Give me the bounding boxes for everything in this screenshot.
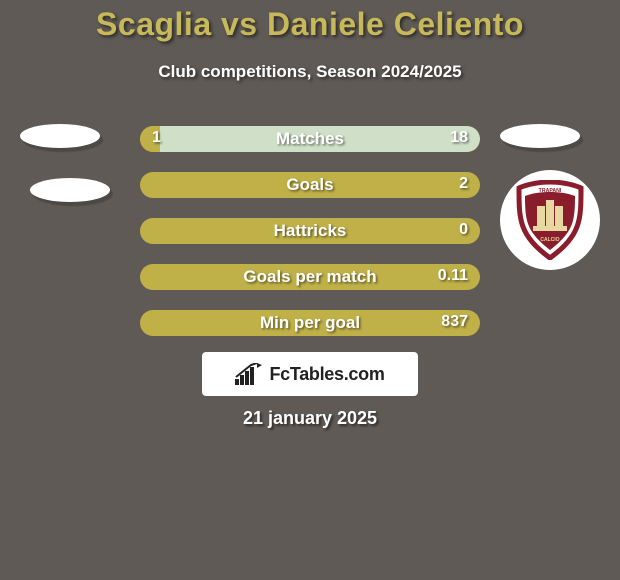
bar-right-value: 18 <box>450 129 468 147</box>
bar-label: Goals per match <box>140 267 480 287</box>
fctables-icon <box>235 363 263 385</box>
bar-label: Min per goal <box>140 313 480 333</box>
ellipse <box>30 178 110 202</box>
ellipse <box>500 124 580 148</box>
stat-bar: Hattricks0 <box>140 218 480 244</box>
stat-bar: Min per goal837 <box>140 310 480 336</box>
bar-label: Hattricks <box>140 221 480 241</box>
date-text: 21 january 2025 <box>0 408 620 429</box>
stat-bar: Goals2 <box>140 172 480 198</box>
stat-bar: Goals per match0.11 <box>140 264 480 290</box>
bar-right-value: 0.11 <box>438 267 468 285</box>
ellipse <box>20 124 100 148</box>
bar-right-fill <box>160 126 480 152</box>
crest-icon: TRAPANI CALCIO <box>515 180 585 260</box>
bar-label: Goals <box>140 175 480 195</box>
bar-left-value: 1 <box>152 129 161 147</box>
bar-right-value: 837 <box>441 313 468 331</box>
club-crest: TRAPANI CALCIO <box>500 170 600 270</box>
page-subtitle: Club competitions, Season 2024/2025 <box>0 62 620 82</box>
stat-bar: Matches118 <box>140 126 480 152</box>
branding-box: FcTables.com <box>202 352 418 396</box>
page-title: Scaglia vs Daniele Celiento <box>0 6 620 43</box>
comparison-bars: Matches118Goals2Hattricks0Goals per matc… <box>140 126 480 356</box>
bar-right-value: 2 <box>459 175 468 193</box>
bar-right-value: 0 <box>459 221 468 239</box>
svg-text:TRAPANI: TRAPANI <box>539 188 562 194</box>
branding-text: FcTables.com <box>269 364 384 385</box>
stage: Scaglia vs Daniele Celiento Club competi… <box>0 0 620 580</box>
svg-text:CALCIO: CALCIO <box>540 237 559 243</box>
